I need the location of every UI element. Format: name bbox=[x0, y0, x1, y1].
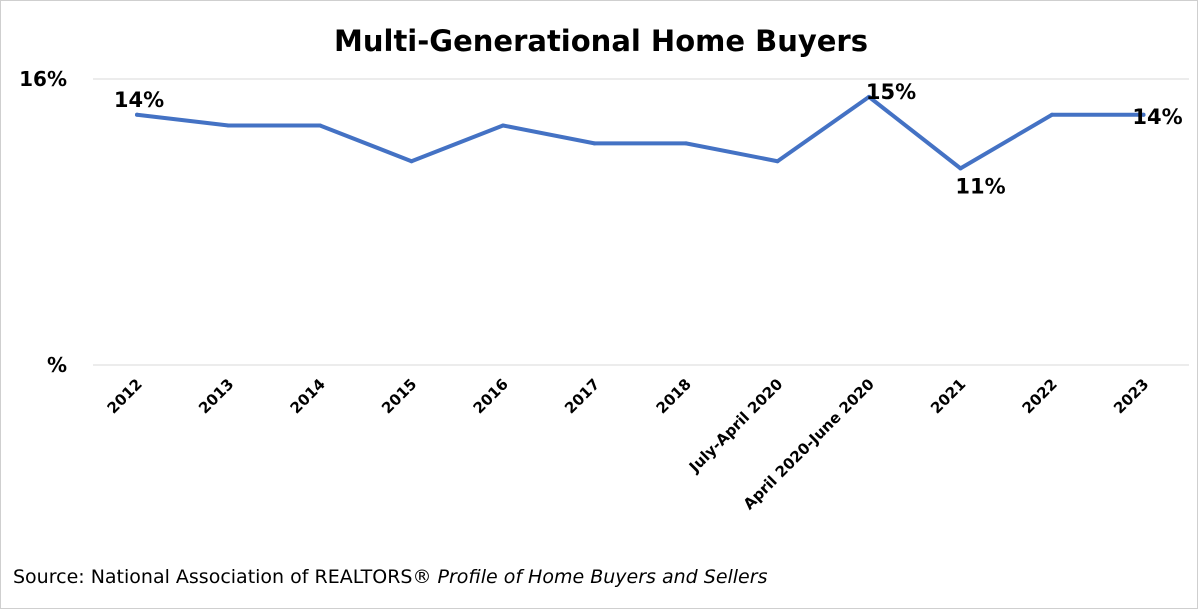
x-tick-label: 2012 bbox=[104, 375, 146, 417]
data-label: 11% bbox=[955, 174, 1005, 198]
data-label: 14% bbox=[1132, 105, 1182, 129]
x-tick-label: 2021 bbox=[927, 375, 969, 417]
data-point bbox=[958, 166, 963, 171]
series-line bbox=[135, 94, 1146, 171]
chart-title: Multi-Generational Home Buyers bbox=[334, 24, 868, 58]
x-tick-label: July-April 2020 bbox=[685, 375, 786, 476]
data-label: 15% bbox=[866, 80, 916, 104]
x-tick-label: 2018 bbox=[653, 375, 695, 417]
x-tick-label: 2023 bbox=[1110, 375, 1152, 417]
source-note: Source: National Association of REALTORS… bbox=[13, 566, 768, 588]
x-tick-label: 2014 bbox=[287, 375, 329, 417]
data-label: 14% bbox=[114, 88, 164, 112]
grid-layer bbox=[93, 78, 1189, 366]
data-point bbox=[1141, 112, 1146, 117]
data-point bbox=[1050, 112, 1054, 117]
data-point bbox=[867, 94, 871, 99]
data-labels: 14% 15% 11% 14% bbox=[114, 80, 1183, 199]
x-tick-label: 2015 bbox=[378, 375, 420, 417]
data-point bbox=[592, 141, 597, 146]
data-point bbox=[775, 159, 780, 164]
data-point bbox=[226, 123, 231, 128]
x-tick-label: 2017 bbox=[561, 375, 603, 417]
x-tick-label: 2016 bbox=[470, 375, 512, 417]
y-tick-label: % bbox=[47, 353, 67, 377]
source-prefix: Source: National Association of REALTORS… bbox=[13, 566, 438, 588]
x-tick-label: 2013 bbox=[195, 375, 237, 417]
y-axis-ticks: 16%% bbox=[19, 67, 67, 377]
data-point bbox=[135, 112, 139, 117]
data-point bbox=[684, 141, 688, 146]
data-point bbox=[501, 123, 505, 128]
series-layer bbox=[135, 94, 1146, 171]
y-tick-label: 16% bbox=[19, 67, 67, 91]
data-point bbox=[318, 123, 322, 128]
data-point bbox=[409, 159, 414, 164]
source-title: Profile of Home Buyers and Sellers bbox=[438, 566, 768, 588]
x-tick-label: 2022 bbox=[1019, 375, 1061, 417]
